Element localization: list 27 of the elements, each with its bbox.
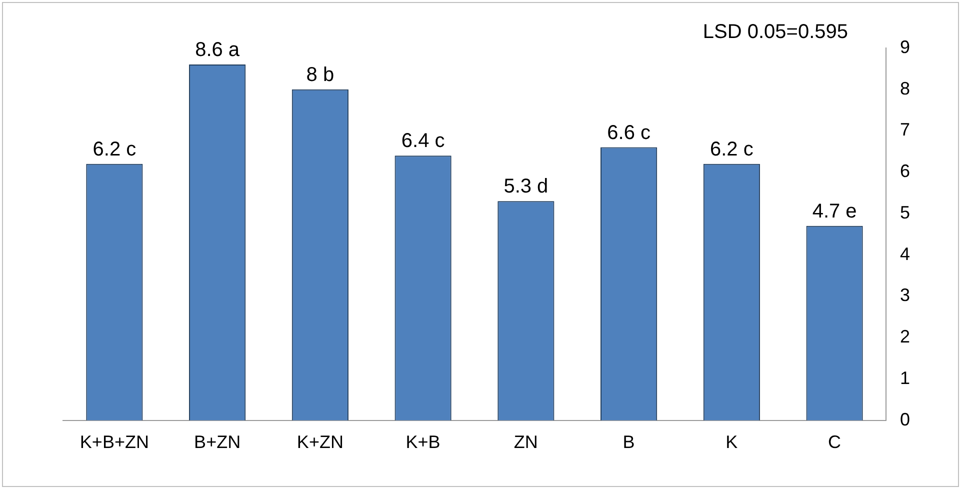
data-label: 8.6 a [195,39,240,62]
data-label: 4.7 e [812,200,857,222]
y-tick-label: 9 [900,36,910,57]
data-label: 6.6 c [607,122,650,144]
y-tick-label: 3 [900,285,910,306]
x-tick-label: C [828,432,842,452]
y-tick-label: 1 [900,368,910,388]
x-tick-label: K+B+ZN [80,432,149,452]
data-label: 8 b [306,64,334,86]
x-tick-label: K [726,432,738,452]
y-tick-label: 5 [900,202,910,222]
x-tick-label: K+ZN [296,432,344,452]
x-tick-label: B [622,432,635,452]
data-label: 5.3 d [504,176,548,198]
data-label: 6.2 c [710,138,754,160]
y-tick-label: 6 [900,161,910,182]
text: LSD 0.05=0.595 [702,21,848,44]
y-tick-label: 0 [900,409,910,430]
data-label: 6.2 c [92,138,136,160]
y-tick-label: 7 [900,120,910,140]
x-tick-label: ZN [514,432,538,452]
y-tick-label: 8 [900,78,910,98]
data-label: 6.4 c [401,130,445,152]
x-tick-label: B+ZN [194,432,241,452]
y-tick-label: 2 [900,326,910,347]
x-tick-label: K+B [406,432,440,452]
y-tick-label: 4 [900,244,910,264]
